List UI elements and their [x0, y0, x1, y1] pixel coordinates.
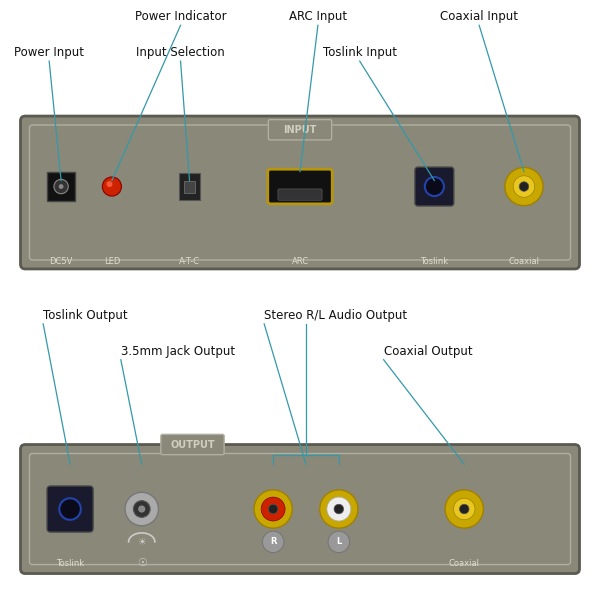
Circle shape [103, 177, 121, 196]
Circle shape [261, 497, 285, 521]
Circle shape [107, 181, 112, 187]
FancyBboxPatch shape [278, 189, 322, 200]
FancyBboxPatch shape [268, 169, 332, 204]
FancyBboxPatch shape [268, 119, 332, 140]
Circle shape [54, 179, 68, 194]
Circle shape [262, 531, 284, 553]
Text: Power Indicator: Power Indicator [135, 10, 226, 23]
Circle shape [519, 182, 529, 191]
Text: Stereo R/L Audio Output: Stereo R/L Audio Output [264, 309, 407, 322]
FancyBboxPatch shape [20, 445, 580, 574]
FancyBboxPatch shape [47, 486, 93, 532]
Text: Toslink: Toslink [56, 559, 84, 568]
Circle shape [138, 505, 145, 512]
Circle shape [327, 497, 351, 521]
Bar [47, 172, 76, 201]
Text: INPUT: INPUT [283, 125, 317, 135]
Text: Power Input: Power Input [14, 46, 84, 59]
Circle shape [505, 167, 543, 206]
Text: ☉: ☉ [137, 558, 147, 568]
Circle shape [268, 504, 278, 514]
Bar [184, 181, 196, 193]
Circle shape [445, 490, 484, 528]
Text: LED: LED [104, 257, 120, 266]
Circle shape [513, 176, 535, 197]
Text: Coaxial Input: Coaxial Input [440, 10, 518, 23]
Text: OUTPUT: OUTPUT [170, 440, 215, 449]
Text: A-T-C: A-T-C [179, 257, 200, 266]
Text: Toslink Output: Toslink Output [43, 309, 128, 322]
Text: Input Selection: Input Selection [136, 46, 225, 59]
Text: Coaxial Output: Coaxial Output [383, 345, 472, 358]
Text: 3.5mm Jack Output: 3.5mm Jack Output [121, 345, 235, 358]
Circle shape [125, 493, 158, 526]
Text: DC5V: DC5V [49, 257, 73, 266]
Text: L: L [336, 538, 341, 547]
Text: ☀: ☀ [137, 537, 146, 547]
Circle shape [133, 500, 150, 517]
Bar [179, 173, 200, 200]
FancyBboxPatch shape [20, 116, 580, 269]
Circle shape [425, 177, 444, 196]
Text: Toslink: Toslink [421, 257, 448, 266]
Circle shape [334, 504, 344, 514]
Circle shape [460, 504, 469, 514]
Text: Coaxial: Coaxial [508, 257, 539, 266]
Circle shape [59, 498, 81, 520]
Circle shape [254, 490, 292, 528]
Text: Coaxial: Coaxial [449, 559, 480, 568]
Text: R: R [270, 538, 277, 547]
Text: Toslink Input: Toslink Input [323, 46, 397, 59]
Text: ARC Input: ARC Input [289, 10, 347, 23]
Circle shape [320, 490, 358, 528]
Text: ARC: ARC [292, 257, 308, 266]
Circle shape [328, 531, 350, 553]
Circle shape [59, 184, 64, 189]
FancyBboxPatch shape [161, 434, 224, 455]
Circle shape [454, 498, 475, 520]
FancyBboxPatch shape [415, 167, 454, 206]
